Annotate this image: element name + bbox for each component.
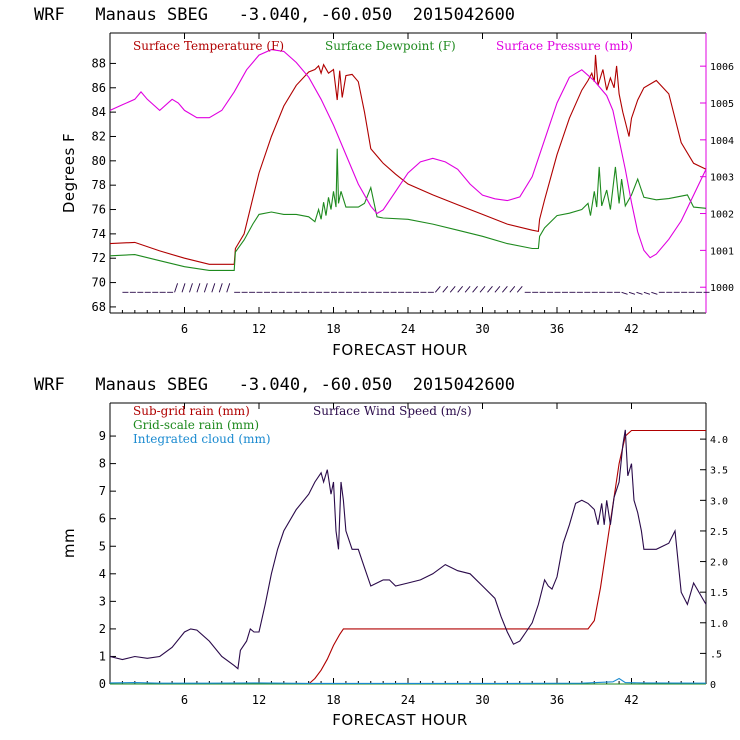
y-tick-label: 0	[99, 677, 106, 691]
wind-barb	[502, 286, 508, 293]
y2-tick-label: 1004	[710, 136, 734, 147]
y2-tick-label: 1005	[710, 99, 734, 110]
wind-barb	[472, 286, 478, 293]
wind-barb	[449, 286, 456, 293]
x-tick-label: 12	[252, 322, 266, 336]
y2-tick-label: 1000	[710, 283, 734, 294]
y2-tick-label: 1.0	[710, 619, 728, 630]
wind-barb	[651, 291, 658, 295]
wind-barb	[636, 291, 643, 295]
legend-entry: Integrated cloud (mm)	[133, 432, 271, 446]
x-tick-label: 36	[550, 693, 564, 707]
y2-tick-label: 1001	[710, 246, 734, 257]
y-tick-label: 86	[92, 81, 106, 95]
wind-barb	[494, 286, 501, 293]
x-tick-label: 12	[252, 693, 266, 707]
y-tick-label: 5	[99, 539, 106, 553]
y-tick-label: 72	[92, 251, 106, 265]
y-tick-label: 8	[99, 457, 106, 471]
x-tick-label: 24	[401, 322, 415, 336]
series-line-integrated-cloud-mm	[109, 677, 707, 684]
legend-entry: Surface Dewpoint (F)	[325, 39, 456, 53]
wind-barb	[226, 283, 231, 293]
x-axis-title: FORECAST HOUR	[332, 341, 468, 359]
y-tick-label: 74	[92, 227, 106, 241]
y2-tick-label: 2.5	[710, 527, 728, 538]
wind-barb	[621, 291, 628, 295]
y2-tick-label: 3.0	[710, 496, 728, 507]
y-tick-label: 4	[99, 567, 106, 581]
y2-tick-label: 1003	[710, 173, 734, 184]
y2-tick-label: 1006	[710, 62, 734, 73]
x-tick-label: 42	[624, 322, 638, 336]
legend-entry: Surface Pressure (mb)	[496, 39, 633, 53]
x-axis-title: FORECAST HOUR	[332, 711, 468, 729]
series-line-surface-dewpoint-f	[109, 148, 707, 271]
wind-barb	[457, 286, 464, 293]
wind-barb	[479, 286, 486, 293]
y2-tick-label: 2.0	[710, 558, 728, 569]
wind-barb	[643, 291, 651, 295]
y2-tick-label: 1.5	[710, 588, 728, 599]
x-tick-label: 36	[550, 322, 564, 336]
wind-barb	[203, 283, 208, 293]
legend-entry: Surface Wind Speed (m/s)	[313, 404, 472, 418]
panel-1-header: WRF Manaus SBEG -3.040, -60.050 20150426…	[34, 5, 515, 25]
y-tick-label: 68	[92, 300, 106, 314]
y-tick-label: 70	[92, 276, 106, 290]
y-tick-label: 88	[92, 56, 106, 70]
y2-tick-label: .5	[710, 649, 722, 660]
wind-barb	[189, 283, 193, 293]
y-tick-label: 80	[92, 154, 106, 168]
panel-2-header: WRF Manaus SBEG -3.040, -60.050 20150426…	[34, 375, 515, 395]
y-axis-title: Degrees F	[60, 133, 78, 213]
series-line-surface-pressure-mb	[109, 49, 707, 259]
wind-barb	[516, 286, 523, 293]
y2-tick-label: 4.0	[710, 435, 728, 446]
y-tick-label: 9	[99, 429, 106, 443]
wind-barb	[464, 286, 471, 293]
y-tick-label: 2	[99, 622, 106, 636]
wind-barb	[509, 286, 516, 293]
x-tick-label: 24	[401, 693, 415, 707]
y-tick-label: 84	[92, 105, 106, 119]
x-tick-label: 18	[326, 693, 340, 707]
series-line-surface-wind-speed-m-s	[109, 429, 707, 670]
series-line-surface-temperature-f	[109, 54, 707, 265]
y-tick-label: 76	[92, 203, 106, 217]
y-tick-label: 82	[92, 129, 106, 143]
y-tick-label: 78	[92, 178, 106, 192]
wind-barb	[211, 283, 216, 293]
wind-barb	[181, 283, 186, 293]
x-tick-label: 6	[181, 693, 188, 707]
y2-tick-label: 0	[710, 680, 716, 691]
wind-barb	[434, 286, 441, 293]
legend-entry: Surface Temperature (F)	[133, 39, 284, 53]
y-axis-title: mm	[60, 528, 78, 558]
legend-entry: Sub-grid rain (mm)	[133, 404, 250, 418]
wind-barb	[628, 291, 636, 295]
y-tick-label: 1	[99, 649, 106, 663]
wind-barb	[487, 286, 493, 293]
legend-entry: Grid-scale rain (mm)	[133, 418, 259, 432]
x-tick-label: 6	[181, 322, 188, 336]
wind-barb	[174, 283, 178, 293]
y-tick-label: 7	[99, 484, 106, 498]
y2-tick-label: 1002	[710, 210, 734, 221]
y-tick-label: 3	[99, 594, 106, 608]
x-tick-label: 30	[475, 693, 489, 707]
x-tick-label: 30	[475, 322, 489, 336]
series-line-sub-grid-rain-mm	[110, 429, 706, 685]
wind-barb	[218, 283, 223, 293]
x-tick-label: 18	[326, 322, 340, 336]
wind-barb	[442, 286, 449, 293]
y2-tick-label: 3.5	[710, 466, 728, 477]
wind-barb	[196, 283, 201, 293]
x-tick-label: 42	[624, 693, 638, 707]
y-tick-label: 6	[99, 512, 106, 526]
